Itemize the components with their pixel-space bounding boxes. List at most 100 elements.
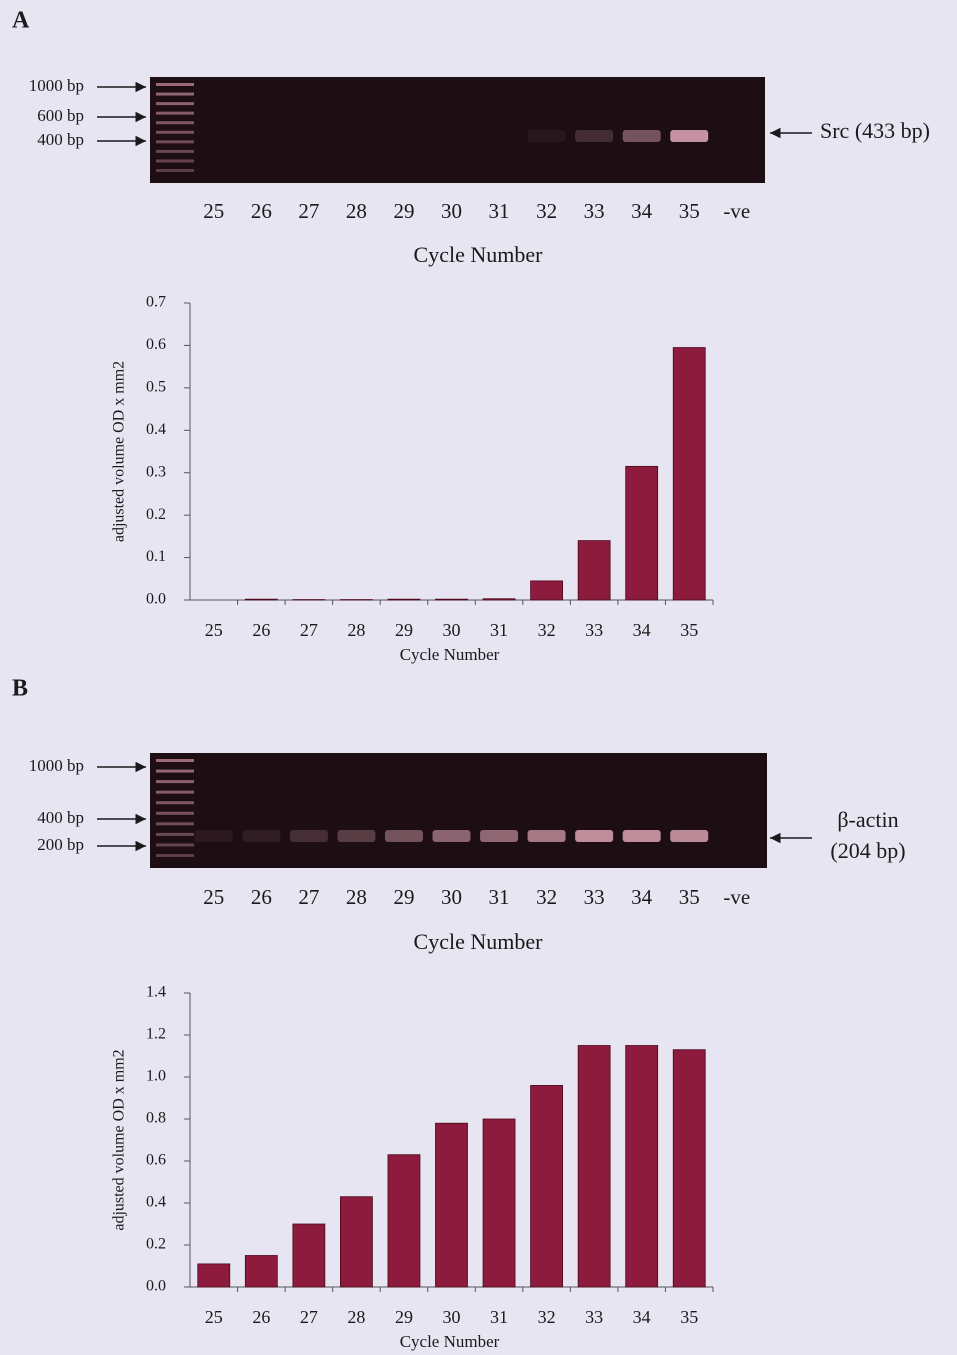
ladder-band <box>156 854 194 857</box>
x-tick-label: 26 <box>252 620 270 640</box>
x-tick-label: 32 <box>538 620 556 640</box>
gel-band <box>480 130 518 142</box>
lane-label: 35 <box>679 199 700 223</box>
lane-label: 27 <box>298 199 319 223</box>
x-tick-label: 27 <box>300 620 318 640</box>
y-tick-label: 0.8 <box>146 1110 166 1127</box>
gel-band <box>480 830 518 842</box>
ladder-band <box>156 812 194 815</box>
x-tick-label: 29 <box>395 1307 413 1327</box>
lane-label: 33 <box>584 199 605 223</box>
y-tick-label: 0.7 <box>146 294 166 311</box>
ladder-band <box>156 93 194 96</box>
y-axis-label: adjusted volume OD x mm2 <box>111 1049 128 1230</box>
product-label: β-actin <box>837 807 898 832</box>
gel-image <box>150 753 767 868</box>
bar <box>531 581 563 600</box>
lane-label: 35 <box>679 885 700 909</box>
product-label: (204 bp) <box>830 838 905 863</box>
bar <box>340 1197 372 1287</box>
ladder-band <box>156 169 194 172</box>
marker-label: 1000 bp <box>29 76 84 95</box>
x-tick-label: 31 <box>490 1307 508 1327</box>
x-tick-label: 33 <box>585 620 603 640</box>
lane-label: 30 <box>441 885 462 909</box>
bar <box>198 1264 230 1287</box>
y-tick-label: 0.6 <box>146 1152 166 1169</box>
bar <box>531 1085 563 1287</box>
bar <box>578 541 610 600</box>
bar <box>245 599 277 600</box>
y-tick-label: 1.2 <box>146 1026 166 1043</box>
figure: A1000 bp600 bp400 bp25262728293031323334… <box>0 0 957 1355</box>
ladder-band <box>156 759 194 762</box>
gel-band <box>433 130 471 142</box>
bar <box>388 599 420 600</box>
y-tick-label: 0.2 <box>146 1236 166 1253</box>
x-tick-label: 34 <box>633 1307 651 1327</box>
bar <box>673 348 705 600</box>
marker-label: 400 bp <box>37 808 84 827</box>
product-label: Src (433 bp) <box>820 118 930 143</box>
lane-label: 28 <box>346 885 367 909</box>
lane-label: -ve <box>723 885 750 909</box>
gel-band <box>433 830 471 842</box>
bar <box>673 1050 705 1287</box>
x-tick-label: 30 <box>443 1307 461 1327</box>
lane-label: 27 <box>298 885 319 909</box>
gel-band <box>290 830 328 842</box>
lane-label: 29 <box>393 885 414 909</box>
bar <box>436 1123 468 1287</box>
ladder-band <box>156 131 194 134</box>
gel-band <box>670 830 708 842</box>
y-tick-label: 0.5 <box>146 379 166 396</box>
y-tick-label: 0.4 <box>146 421 166 438</box>
ladder-band <box>156 140 194 143</box>
y-tick-label: 0.0 <box>146 591 166 608</box>
x-axis-label: Cycle Number <box>400 645 500 664</box>
y-tick-label: 1.0 <box>146 1068 166 1085</box>
y-tick-label: 0.3 <box>146 463 166 480</box>
ladder-band <box>156 770 194 773</box>
lane-label: 25 <box>203 199 224 223</box>
lane-label: 28 <box>346 199 367 223</box>
y-tick-label: 1.4 <box>146 984 166 1001</box>
ladder-band <box>156 843 194 846</box>
gel-band <box>385 130 423 142</box>
bar <box>483 599 515 600</box>
ladder-band <box>156 780 194 783</box>
lane-label: 30 <box>441 199 462 223</box>
bar <box>436 599 468 600</box>
gel-band <box>528 130 566 142</box>
x-tick-label: 30 <box>443 620 461 640</box>
lane-label: -ve <box>723 199 750 223</box>
gel-axis-label: Cycle Number <box>414 929 544 954</box>
bar <box>578 1046 610 1288</box>
x-tick-label: 28 <box>347 620 365 640</box>
gel-band <box>575 830 613 842</box>
ladder-band <box>156 801 194 804</box>
ladder-band <box>156 833 194 836</box>
bar <box>626 1046 658 1288</box>
gel-band <box>337 830 375 842</box>
gel-band <box>623 830 661 842</box>
y-tick-label: 0.4 <box>146 1194 166 1211</box>
x-tick-label: 34 <box>633 620 651 640</box>
ladder-band <box>156 822 194 825</box>
lane-label: 34 <box>631 199 653 223</box>
x-tick-label: 28 <box>347 1307 365 1327</box>
gel-band <box>385 830 423 842</box>
gel-band <box>242 830 280 842</box>
marker-label: 1000 bp <box>29 756 84 775</box>
marker-label: 400 bp <box>37 130 84 149</box>
y-tick-label: 0.0 <box>146 1278 166 1295</box>
x-tick-label: 33 <box>585 1307 603 1327</box>
lane-label: 32 <box>536 199 557 223</box>
gel-band <box>623 130 661 142</box>
panel-label: A <box>12 8 30 34</box>
lane-label: 31 <box>489 199 510 223</box>
x-tick-label: 25 <box>205 1307 223 1327</box>
x-tick-label: 27 <box>300 1307 318 1327</box>
gel-band <box>337 130 375 142</box>
lane-label: 32 <box>536 885 557 909</box>
